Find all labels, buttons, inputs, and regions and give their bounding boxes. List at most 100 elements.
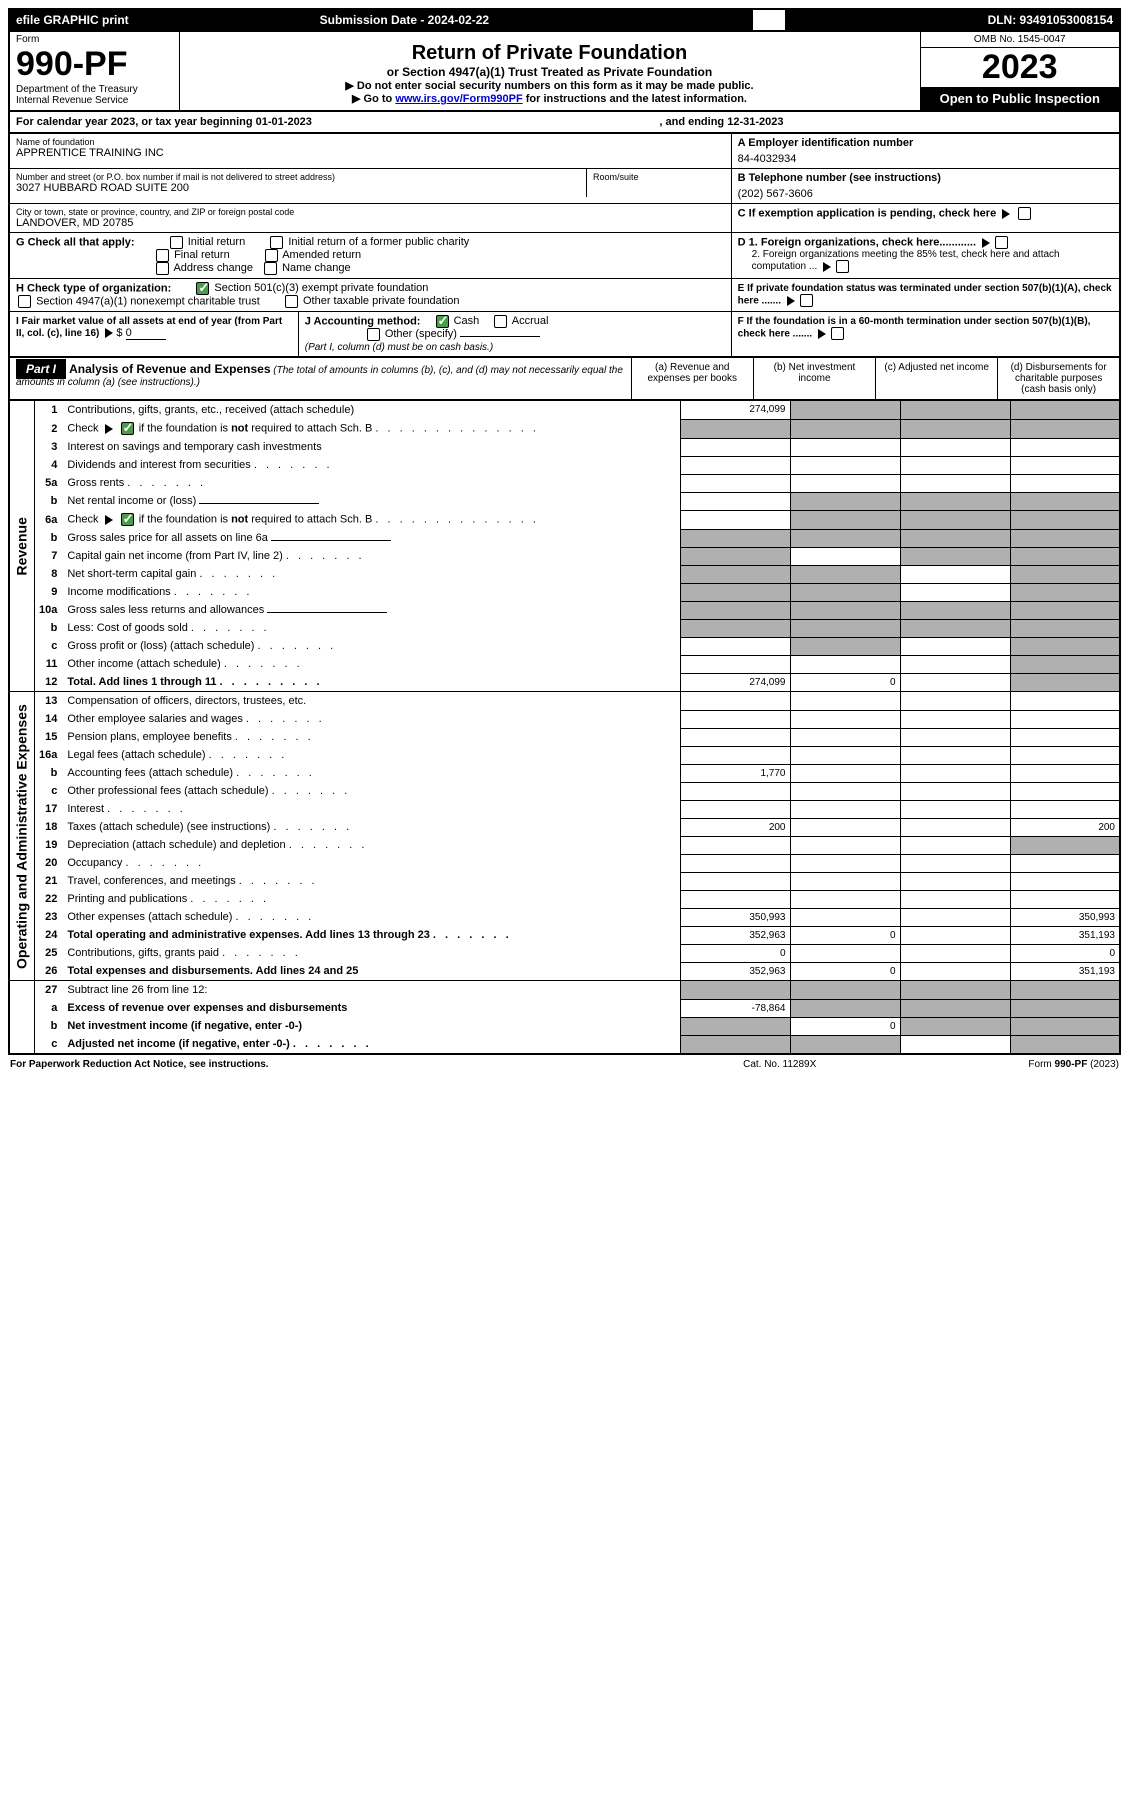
amount-cell: 200: [680, 818, 790, 836]
j-accrual-checkbox[interactable]: [494, 315, 507, 328]
g-address-checkbox[interactable]: [156, 262, 169, 275]
amount-cell: [680, 872, 790, 890]
amount-cell: [680, 692, 790, 711]
line-description: Net short-term capital gain . . . . . . …: [63, 565, 680, 583]
line-number: 1: [35, 401, 64, 419]
line-number: 12: [35, 673, 64, 692]
form-note1: ▶ Do not enter social security numbers o…: [186, 79, 914, 92]
line-description: Interest . . . . . . .: [63, 800, 680, 818]
amount-cell: [900, 854, 1010, 872]
amount-cell: [1010, 456, 1120, 474]
amount-cell: 1,770: [680, 764, 790, 782]
line-number: 16a: [35, 746, 64, 764]
amount-cell: [1010, 746, 1120, 764]
line-description: Interest on savings and temporary cash i…: [63, 438, 680, 456]
table-row: 26Total expenses and disbursements. Add …: [9, 962, 1120, 981]
line-description: Capital gain net income (from Part IV, l…: [63, 547, 680, 565]
line-number: c: [35, 637, 64, 655]
city-value: LANDOVER, MD 20785: [16, 217, 725, 229]
table-row: bGross sales price for all assets on lin…: [9, 529, 1120, 547]
amount-cell: [790, 944, 900, 962]
amount-cell: [1010, 981, 1120, 1000]
arrow-icon: [1002, 209, 1010, 219]
room-label: Room/suite: [593, 172, 725, 182]
amount-cell: [680, 890, 790, 908]
amount-cell: [900, 836, 1010, 854]
table-row: bAccounting fees (attach schedule) . . .…: [9, 764, 1120, 782]
j-cash-checkbox[interactable]: [436, 315, 449, 328]
amount-cell: [680, 474, 790, 492]
identity-block: Name of foundation APPRENTICE TRAINING I…: [8, 134, 1121, 358]
amount-cell: 351,193: [1010, 926, 1120, 944]
amount-cell: 352,963: [680, 962, 790, 981]
col-a-head: (a) Revenue and expenses per books: [631, 358, 753, 400]
part1-grid: Revenue1Contributions, gifts, grants, et…: [8, 401, 1121, 1055]
amount-cell: [1010, 529, 1120, 547]
amount-cell: [790, 981, 900, 1000]
addr-label: Number and street (or P.O. box number if…: [16, 172, 580, 182]
efile-graphic[interactable]: efile GRAPHIC print: [9, 9, 313, 31]
amount-cell: [680, 583, 790, 601]
amount-cell: 350,993: [680, 908, 790, 926]
amount-cell: [790, 999, 900, 1017]
amount-cell: [1010, 1035, 1120, 1054]
amount-cell: [680, 456, 790, 474]
line-number: 22: [35, 890, 64, 908]
d2-label: 2. Foreign organizations meeting the 85%…: [752, 249, 1060, 272]
table-row: 20Occupancy . . . . . . .: [9, 854, 1120, 872]
amount-cell: 0: [790, 926, 900, 944]
amount-cell: 351,193: [1010, 962, 1120, 981]
amount-cell: [680, 637, 790, 655]
addr-value: 3027 HUBBARD ROAD SUITE 200: [16, 182, 580, 194]
amount-cell: [790, 583, 900, 601]
amount-cell: [790, 438, 900, 456]
amount-cell: [1010, 619, 1120, 637]
amount-cell: [790, 746, 900, 764]
amount-cell: [1010, 728, 1120, 746]
amount-cell: [900, 800, 1010, 818]
amount-cell: [900, 637, 1010, 655]
amount-cell: [900, 492, 1010, 510]
line-number: 27: [35, 981, 64, 1000]
g-initial-checkbox[interactable]: [170, 236, 183, 249]
table-row: 11Other income (attach schedule) . . . .…: [9, 655, 1120, 673]
col-d-head: (d) Disbursements for charitable purpose…: [998, 358, 1120, 400]
amount-cell: [680, 492, 790, 510]
table-row: aExcess of revenue over expenses and dis…: [9, 999, 1120, 1017]
g-final-checkbox[interactable]: [156, 249, 169, 262]
amount-cell: [790, 601, 900, 619]
line-number: 26: [35, 962, 64, 981]
g-amended-checkbox[interactable]: [265, 249, 278, 262]
f-checkbox[interactable]: [831, 327, 844, 340]
g-initial-former-checkbox[interactable]: [270, 236, 283, 249]
amount-cell: [1010, 836, 1120, 854]
arrow-icon: [982, 238, 990, 248]
amount-cell: [900, 401, 1010, 419]
col-c-head: (c) Adjusted net income: [876, 358, 998, 400]
c-checkbox[interactable]: [1018, 207, 1031, 220]
form-number: 990-PF: [16, 45, 173, 84]
g-name-checkbox[interactable]: [264, 262, 277, 275]
line-number: 3: [35, 438, 64, 456]
h-other-checkbox[interactable]: [285, 295, 298, 308]
amount-cell: [900, 764, 1010, 782]
line-description: Pension plans, employee benefits . . . .…: [63, 728, 680, 746]
e-checkbox[interactable]: [800, 294, 813, 307]
d2-checkbox[interactable]: [836, 260, 849, 273]
part1-title: Analysis of Revenue and Expenses: [69, 362, 270, 376]
table-row: cGross profit or (loss) (attach schedule…: [9, 637, 1120, 655]
d1-checkbox[interactable]: [995, 236, 1008, 249]
form990pf-link[interactable]: www.irs.gov/Form990PF: [395, 93, 522, 105]
ein-value: 84-4032934: [738, 149, 1113, 165]
line-description: Accounting fees (attach schedule) . . . …: [63, 764, 680, 782]
amount-cell: [790, 710, 900, 728]
amount-cell: [1010, 764, 1120, 782]
line-number: a: [35, 999, 64, 1017]
h-4947-checkbox[interactable]: [18, 295, 31, 308]
part1-label: Part I: [16, 359, 66, 379]
h-501c3-checkbox[interactable]: [196, 282, 209, 295]
dept: Department of the Treasury: [16, 84, 173, 95]
amount-cell: [790, 565, 900, 583]
amount-cell: [900, 419, 1010, 438]
j-other-checkbox[interactable]: [367, 328, 380, 341]
